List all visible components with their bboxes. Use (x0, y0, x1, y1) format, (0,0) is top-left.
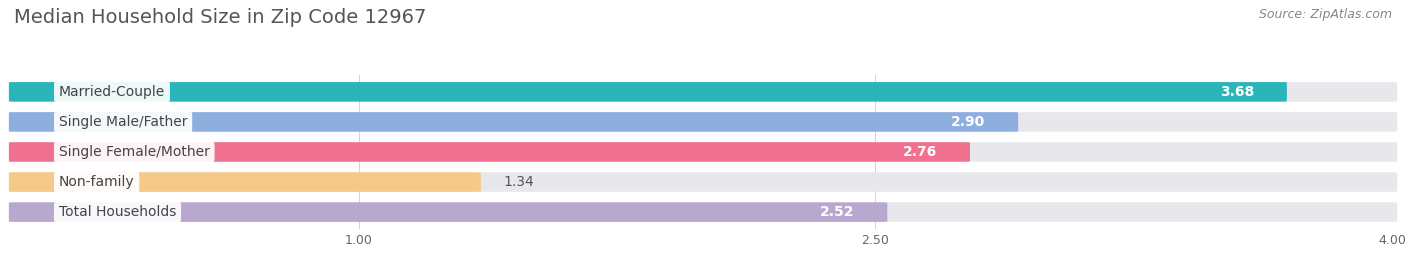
Text: 1.34: 1.34 (503, 175, 534, 189)
FancyBboxPatch shape (8, 82, 1398, 102)
FancyBboxPatch shape (8, 142, 1398, 162)
Text: Non-family: Non-family (59, 175, 135, 189)
Text: Median Household Size in Zip Code 12967: Median Household Size in Zip Code 12967 (14, 8, 426, 27)
Text: Single Male/Father: Single Male/Father (59, 115, 187, 129)
Text: 3.68: 3.68 (1220, 85, 1254, 99)
Text: 2.90: 2.90 (952, 115, 986, 129)
FancyBboxPatch shape (8, 112, 1398, 132)
FancyBboxPatch shape (8, 112, 1018, 132)
Text: Total Households: Total Households (59, 205, 176, 219)
FancyBboxPatch shape (8, 202, 1398, 222)
Text: 2.76: 2.76 (903, 145, 938, 159)
FancyBboxPatch shape (8, 172, 1398, 192)
FancyBboxPatch shape (8, 172, 481, 192)
FancyBboxPatch shape (8, 202, 887, 222)
Text: 2.52: 2.52 (820, 205, 855, 219)
FancyBboxPatch shape (8, 142, 970, 162)
Text: Source: ZipAtlas.com: Source: ZipAtlas.com (1258, 8, 1392, 21)
Text: Single Female/Mother: Single Female/Mother (59, 145, 209, 159)
FancyBboxPatch shape (8, 82, 1286, 102)
Text: Married-Couple: Married-Couple (59, 85, 165, 99)
